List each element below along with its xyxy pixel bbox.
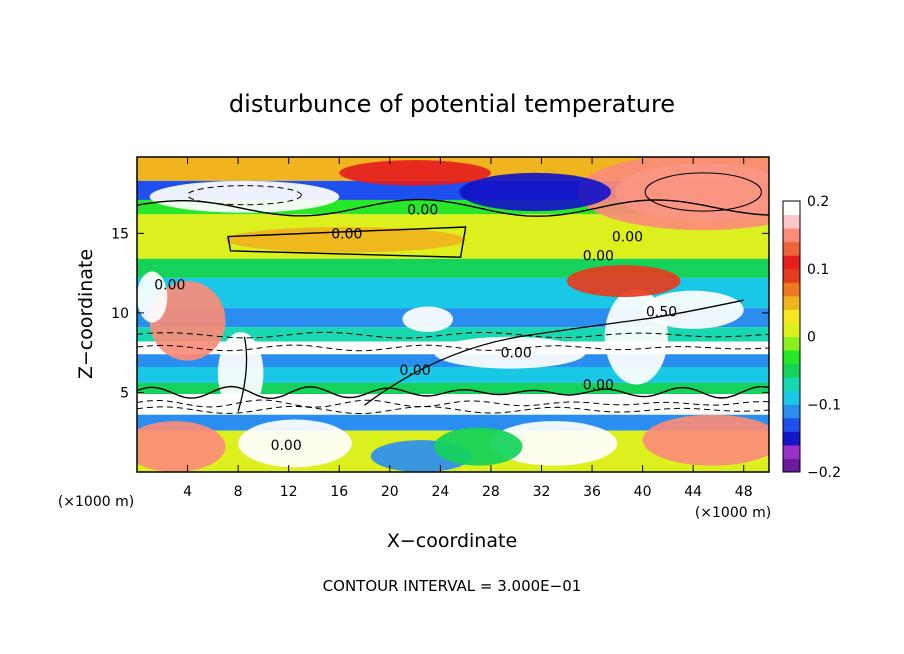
y-axis-label: Z−coordinate bbox=[75, 249, 97, 379]
y-tick-label-1: 10 bbox=[111, 306, 129, 322]
colorbar-swatch-1 bbox=[783, 444, 800, 459]
blob-4 bbox=[339, 160, 491, 186]
colorbar-swatch-11 bbox=[783, 309, 800, 324]
band-14 bbox=[137, 398, 769, 415]
x-tick-label-3: 16 bbox=[330, 484, 348, 500]
contour-zero-middle bbox=[227, 226, 467, 258]
plot-frame bbox=[136, 156, 770, 473]
colorbar-swatch-12 bbox=[783, 295, 800, 310]
contour-lines bbox=[137, 172, 769, 414]
colorbar-label-2: 0 bbox=[807, 330, 816, 346]
y-axis: 5 10 15 bbox=[111, 226, 769, 401]
contour-dashed-4 bbox=[137, 405, 769, 414]
contour-label-4: 0.00 bbox=[271, 438, 302, 454]
band-11 bbox=[137, 367, 769, 383]
blob-6 bbox=[137, 421, 226, 472]
colorbar-frame bbox=[782, 200, 801, 473]
band-12 bbox=[137, 382, 769, 395]
band-13 bbox=[137, 394, 769, 399]
contour-tilted bbox=[364, 299, 744, 406]
contour-upper-left bbox=[187, 185, 302, 206]
colorbar-swatch-15 bbox=[783, 255, 800, 270]
colorbar-label-4: −0.2 bbox=[807, 465, 841, 481]
colorbar-swatch-4 bbox=[783, 404, 800, 419]
contour-zero-upper bbox=[137, 198, 769, 217]
blob-10 bbox=[642, 414, 769, 466]
x-axis-label: X−coordinate bbox=[387, 530, 517, 552]
blob-2 bbox=[149, 180, 340, 213]
contour-label-5: 0.00 bbox=[154, 277, 185, 293]
blob-9 bbox=[490, 421, 618, 466]
colorbar-swatch-17 bbox=[783, 228, 800, 243]
blob-7 bbox=[238, 419, 352, 468]
contour-label-9: 0.50 bbox=[646, 304, 677, 320]
contour-label-8: 0.00 bbox=[583, 378, 614, 394]
y-tick-label-0: 5 bbox=[120, 385, 129, 401]
contour-dashed-3 bbox=[137, 399, 769, 408]
colorbar-swatch-14 bbox=[783, 268, 800, 283]
colorbar-swatch-19 bbox=[783, 201, 800, 216]
x-tick-label-0: 4 bbox=[183, 484, 192, 500]
contour-label-0: 0.00 bbox=[407, 203, 438, 219]
contour-upper-right bbox=[644, 172, 762, 212]
colorbar-swatch-7 bbox=[783, 363, 800, 378]
contour-zero-lower bbox=[137, 385, 769, 400]
colorbar-swatch-5 bbox=[783, 390, 800, 405]
contour-label-7: 0.00 bbox=[399, 363, 430, 379]
colorbar-label-1: 0.1 bbox=[807, 262, 829, 278]
chart-title: disturbunce of potential temperature bbox=[229, 90, 675, 118]
blob-17 bbox=[402, 306, 453, 333]
contour-dashed-1 bbox=[137, 331, 769, 339]
blob-3 bbox=[459, 172, 611, 212]
contour-labels: 0.00 0.00 0.00 0.00 0.00 0.00 0.00 0.00 0.00 0.50 bbox=[154, 203, 677, 454]
x-unit-left: (×1000 m) bbox=[58, 494, 134, 510]
blob-16 bbox=[566, 265, 681, 297]
x-tick-label-5: 24 bbox=[431, 484, 449, 500]
blob-12 bbox=[217, 332, 264, 415]
x-unit-right: (×1000 m) bbox=[695, 505, 771, 521]
blob-1 bbox=[576, 157, 769, 231]
blob-19 bbox=[137, 271, 168, 323]
colorbar bbox=[782, 200, 801, 473]
colorbar-swatch-9 bbox=[783, 336, 800, 351]
colorbar-swatch-3 bbox=[783, 417, 800, 432]
x-tick-label-11: 48 bbox=[735, 484, 753, 500]
colorbar-swatch-10 bbox=[783, 322, 800, 337]
x-tick-label-10: 44 bbox=[684, 484, 702, 500]
x-tick-label-9: 40 bbox=[634, 484, 652, 500]
blob-15 bbox=[642, 290, 744, 329]
blob-11 bbox=[434, 427, 523, 466]
colorbar-ticks: 0.2 0.1 0 −0.1 −0.2 bbox=[807, 194, 841, 481]
contour-label-1: 0.00 bbox=[331, 226, 362, 242]
colorbar-swatch-6 bbox=[783, 377, 800, 392]
colorbar-swatch-13 bbox=[783, 282, 800, 297]
x-tick-label-7: 32 bbox=[533, 484, 551, 500]
contour-left-column bbox=[237, 336, 248, 412]
colorbar-label-0: 0.2 bbox=[807, 194, 829, 210]
y-tick-label-2: 15 bbox=[111, 226, 129, 242]
contour-label-6: 0.00 bbox=[501, 346, 532, 362]
blob-18 bbox=[434, 336, 586, 369]
colorbar-label-3: −0.1 bbox=[807, 397, 841, 413]
contour-label-3: 0.00 bbox=[583, 249, 614, 265]
contour-dashed-2 bbox=[137, 344, 769, 352]
colorbar-swatch-2 bbox=[783, 431, 800, 446]
x-tick-label-6: 28 bbox=[482, 484, 500, 500]
blob-13 bbox=[149, 281, 226, 361]
x-tick-label-4: 20 bbox=[381, 484, 399, 500]
x-tick-label-8: 36 bbox=[583, 484, 601, 500]
colorbar-swatch-0 bbox=[783, 458, 800, 473]
blob-5 bbox=[225, 227, 466, 253]
colorbar-swatch-8 bbox=[783, 350, 800, 365]
x-axis: 4 8 12 16 20 24 28 32 36 40 44 48 bbox=[183, 157, 753, 500]
x-tick-label-1: 8 bbox=[234, 484, 243, 500]
colorbar-swatch-18 bbox=[783, 214, 800, 229]
contour-label-2: 0.00 bbox=[612, 230, 643, 246]
colorbar-swatch-16 bbox=[783, 241, 800, 256]
x-tick-label-2: 12 bbox=[280, 484, 298, 500]
heatmap-field bbox=[137, 157, 769, 472]
contour-interval-note: CONTOUR INTERVAL = 3.000E−01 bbox=[323, 577, 582, 595]
